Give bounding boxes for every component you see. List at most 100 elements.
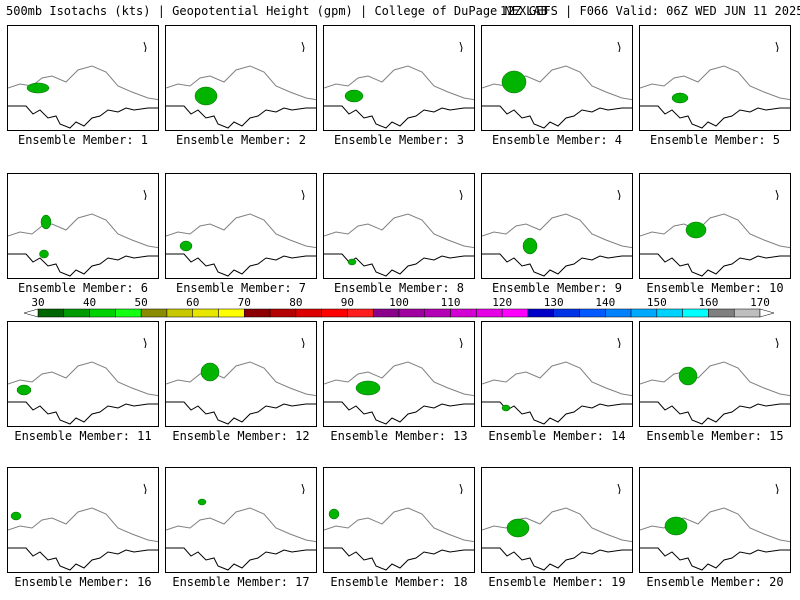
island-outline bbox=[775, 41, 779, 53]
isotach-area bbox=[522, 237, 538, 255]
height-contour bbox=[640, 361, 790, 397]
colorbar-tick-label: 80 bbox=[289, 296, 302, 309]
isotach-area bbox=[685, 221, 707, 239]
isotach-area bbox=[197, 498, 207, 506]
coastline bbox=[482, 547, 632, 571]
ensemble-panel-17 bbox=[165, 467, 317, 573]
isotach-area bbox=[347, 258, 357, 266]
colorbar-swatch bbox=[708, 308, 735, 318]
header-run-info: 12Z GEFS | F066 Valid: 06Z WED JUN 11 20… bbox=[500, 4, 800, 18]
colorbar-tick-label: 160 bbox=[698, 296, 718, 309]
island-outline bbox=[617, 337, 621, 349]
height-contour bbox=[166, 65, 316, 101]
coastline bbox=[482, 401, 632, 425]
coastline bbox=[166, 105, 316, 129]
island-outline bbox=[617, 41, 621, 53]
colorbar-swatch bbox=[321, 308, 348, 318]
colorbar-swatch bbox=[424, 308, 451, 318]
ensemble-panel-1 bbox=[7, 25, 159, 131]
island-outline bbox=[459, 189, 463, 201]
isotach-area bbox=[678, 366, 698, 386]
colorbar-tick-label: 110 bbox=[441, 296, 461, 309]
member-label: Ensemble Member: 1 bbox=[17, 133, 149, 147]
isotach-area bbox=[671, 92, 689, 104]
member-label: Ensemble Member: 18 bbox=[330, 575, 468, 589]
panel-map bbox=[8, 189, 158, 277]
ensemble-panel-5 bbox=[639, 25, 791, 131]
colorbar-swatch bbox=[450, 308, 477, 318]
header-title: 500mb Isotachs (kts) | Geopotential Heig… bbox=[6, 4, 548, 18]
colorbar-tick-label: 130 bbox=[544, 296, 564, 309]
panel-map bbox=[166, 337, 316, 425]
coastline bbox=[166, 253, 316, 277]
member-label: Ensemble Member: 2 bbox=[175, 133, 307, 147]
panel-map bbox=[482, 189, 632, 277]
coastline bbox=[8, 253, 158, 277]
member-label: Ensemble Member: 12 bbox=[172, 429, 310, 443]
colorbar-tick-label: 140 bbox=[595, 296, 615, 309]
ensemble-panel-8 bbox=[323, 173, 475, 279]
ensemble-panel-14 bbox=[481, 321, 633, 427]
coastline bbox=[324, 547, 474, 571]
island-outline bbox=[143, 337, 147, 349]
colorbar-swatch bbox=[682, 308, 709, 318]
island-outline bbox=[143, 189, 147, 201]
member-label: Ensemble Member: 8 bbox=[333, 281, 465, 295]
colorbar-swatch bbox=[295, 308, 322, 318]
member-label: Ensemble Member: 7 bbox=[175, 281, 307, 295]
isotach-area bbox=[16, 384, 32, 396]
ensemble-panel-7 bbox=[165, 173, 317, 279]
coastline bbox=[640, 253, 790, 277]
colorbar-tick-label: 170 bbox=[750, 296, 770, 309]
colorbar-swatch bbox=[733, 308, 761, 318]
height-contour bbox=[324, 507, 474, 543]
island-outline bbox=[459, 41, 463, 53]
island-outline bbox=[143, 483, 147, 495]
colorbar-tick-label: 150 bbox=[647, 296, 667, 309]
member-label: Ensemble Member: 6 bbox=[17, 281, 149, 295]
panel-map bbox=[640, 41, 790, 129]
height-contour bbox=[166, 507, 316, 543]
ensemble-panel-15 bbox=[639, 321, 791, 427]
ensemble-panel-18 bbox=[323, 467, 475, 573]
colorbar-swatch bbox=[218, 308, 245, 318]
ensemble-panel-10 bbox=[639, 173, 791, 279]
isotach-area bbox=[344, 89, 364, 103]
isotach-area bbox=[664, 516, 688, 536]
panel-map bbox=[640, 483, 790, 571]
height-contour bbox=[640, 213, 790, 249]
isotach-area bbox=[39, 249, 49, 259]
island-outline bbox=[301, 337, 305, 349]
ensemble-panel-16 bbox=[7, 467, 159, 573]
island-outline bbox=[775, 189, 779, 201]
ensemble-panel-11 bbox=[7, 321, 159, 427]
colorbar-tick-label: 70 bbox=[238, 296, 251, 309]
member-label: Ensemble Member: 17 bbox=[172, 575, 310, 589]
isotach-area bbox=[194, 86, 218, 106]
ensemble-panel-9 bbox=[481, 173, 633, 279]
panel-map bbox=[324, 337, 474, 425]
panel-map bbox=[166, 41, 316, 129]
coastline bbox=[8, 105, 158, 129]
colorbar-swatch bbox=[244, 308, 271, 318]
panel-map bbox=[482, 337, 632, 425]
colorbar-swatch bbox=[372, 308, 400, 318]
isotach-area bbox=[501, 404, 511, 412]
member-label: Ensemble Member: 11 bbox=[14, 429, 152, 443]
colorbar-swatch bbox=[347, 308, 374, 318]
panel-map bbox=[324, 41, 474, 129]
height-contour bbox=[8, 507, 158, 543]
isotach-area bbox=[10, 511, 22, 521]
island-outline bbox=[775, 483, 779, 495]
member-label: Ensemble Member: 20 bbox=[646, 575, 784, 589]
isotach-area bbox=[355, 380, 381, 396]
panel-map bbox=[166, 483, 316, 571]
height-contour bbox=[640, 65, 790, 101]
colorbar-swatch bbox=[140, 308, 168, 318]
member-label: Ensemble Member: 10 bbox=[646, 281, 784, 295]
height-contour bbox=[166, 213, 316, 249]
panel-map bbox=[482, 41, 632, 129]
height-contour bbox=[640, 507, 790, 543]
panel-map bbox=[324, 189, 474, 277]
